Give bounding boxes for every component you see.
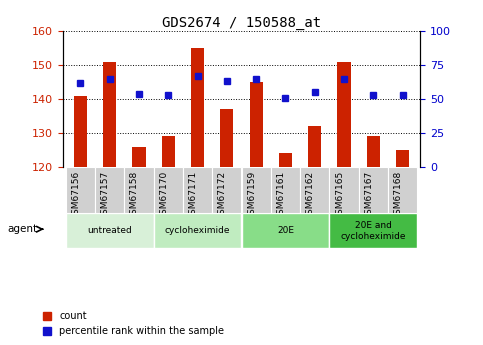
- Bar: [338, 62, 351, 167]
- Bar: [154, 167, 183, 214]
- Bar: [212, 167, 242, 214]
- Bar: [220, 109, 233, 167]
- Bar: [154, 214, 242, 248]
- Text: GSM67156: GSM67156: [71, 171, 80, 220]
- Bar: [66, 214, 154, 248]
- Legend: count, percentile rank within the sample: count, percentile rank within the sample: [39, 307, 228, 340]
- Bar: [132, 147, 145, 167]
- Text: GSM67168: GSM67168: [394, 171, 403, 220]
- Bar: [95, 167, 124, 214]
- Text: GSM67172: GSM67172: [218, 171, 227, 220]
- Bar: [162, 136, 175, 167]
- Bar: [300, 167, 329, 214]
- Bar: [242, 167, 271, 214]
- Text: GSM67159: GSM67159: [247, 171, 256, 220]
- Bar: [279, 153, 292, 167]
- Bar: [359, 167, 388, 214]
- Bar: [191, 48, 204, 167]
- Bar: [103, 62, 116, 167]
- Bar: [250, 82, 263, 167]
- Text: untreated: untreated: [87, 226, 132, 235]
- Text: GSM67171: GSM67171: [188, 171, 198, 220]
- Text: GSM67165: GSM67165: [335, 171, 344, 220]
- Text: GSM67162: GSM67162: [306, 171, 315, 220]
- Text: cycloheximide: cycloheximide: [165, 226, 230, 235]
- Text: agent: agent: [8, 224, 38, 234]
- Text: 20E: 20E: [277, 226, 294, 235]
- Bar: [329, 167, 359, 214]
- Bar: [66, 167, 95, 214]
- Text: 20E and
cycloheximide: 20E and cycloheximide: [341, 221, 406, 240]
- Bar: [396, 150, 409, 167]
- Text: GSM67170: GSM67170: [159, 171, 168, 220]
- Text: GSM67161: GSM67161: [276, 171, 285, 220]
- Bar: [388, 167, 417, 214]
- Bar: [308, 126, 321, 167]
- Bar: [271, 167, 300, 214]
- Bar: [242, 214, 329, 248]
- Bar: [329, 214, 417, 248]
- Bar: [74, 96, 87, 167]
- Text: GSM67157: GSM67157: [100, 171, 110, 220]
- Text: GSM67167: GSM67167: [364, 171, 373, 220]
- Bar: [183, 167, 212, 214]
- Text: GSM67158: GSM67158: [130, 171, 139, 220]
- Bar: [124, 167, 154, 214]
- Title: GDS2674 / 150588_at: GDS2674 / 150588_at: [162, 16, 321, 30]
- Bar: [367, 136, 380, 167]
